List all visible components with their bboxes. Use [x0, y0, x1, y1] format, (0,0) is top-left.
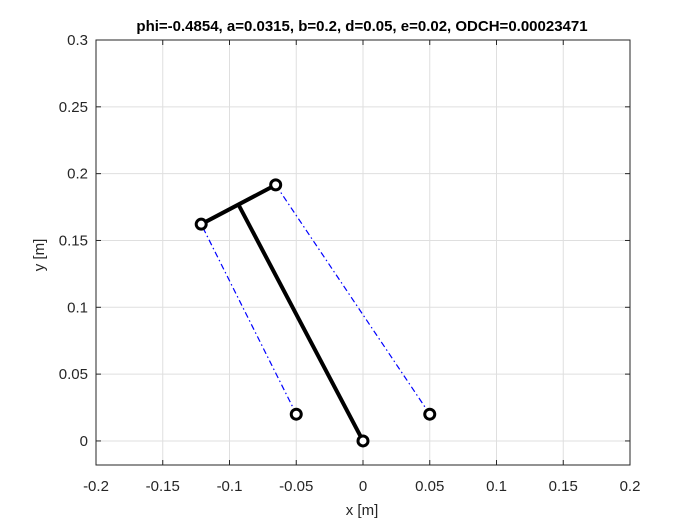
y-tick-label: 0: [80, 433, 88, 450]
circle-marker: [269, 178, 283, 192]
circle-marker: [423, 407, 437, 421]
y-tick-label: 0.05: [59, 366, 88, 383]
circle-marker: [356, 434, 370, 448]
x-tick-label: -0.15: [146, 478, 180, 495]
x-tick-label: 0.05: [415, 478, 444, 495]
dashdot-series-line: [200, 223, 297, 415]
solid-series-line: [236, 203, 365, 442]
dashdot-series-line: [275, 184, 431, 415]
x-tick-label: -0.1: [217, 478, 243, 495]
y-axis-label: y [m]: [31, 239, 48, 272]
x-tick-labels: -0.2 -0.15 -0.1 -0.05 0 0.05 0.1 0.15 0.2: [83, 478, 640, 495]
plot-markers: [194, 178, 437, 448]
chart-title: phi=-0.4854, a=0.0315, b=0.2, d=0.05, e=…: [136, 18, 587, 35]
x-tick-label: 0.1: [486, 478, 507, 495]
y-tick-labels: 0 0.05 0.1 0.15 0.2 0.25 0.3: [59, 32, 88, 450]
x-tick-label: -0.05: [279, 478, 313, 495]
grid: [95, 39, 631, 465]
x-tick-label: -0.2: [83, 478, 109, 495]
y-tick-label: 0.1: [67, 299, 88, 316]
y-tick-label: 0.15: [59, 232, 88, 249]
y-tick-label: 0.2: [67, 166, 88, 183]
y-tick-label: 0.3: [67, 32, 88, 49]
x-tick-label: 0: [359, 478, 367, 495]
solid-series-line: [200, 183, 277, 226]
x-tick-label: 0.2: [620, 478, 641, 495]
y-tick-label: 0.25: [59, 99, 88, 116]
circle-marker: [194, 217, 208, 231]
axes: [95, 39, 631, 466]
plot-series: [200, 183, 431, 442]
x-tick-label: 0.15: [549, 478, 578, 495]
x-axis-label: x [m]: [346, 502, 379, 519]
circle-marker: [289, 407, 303, 421]
